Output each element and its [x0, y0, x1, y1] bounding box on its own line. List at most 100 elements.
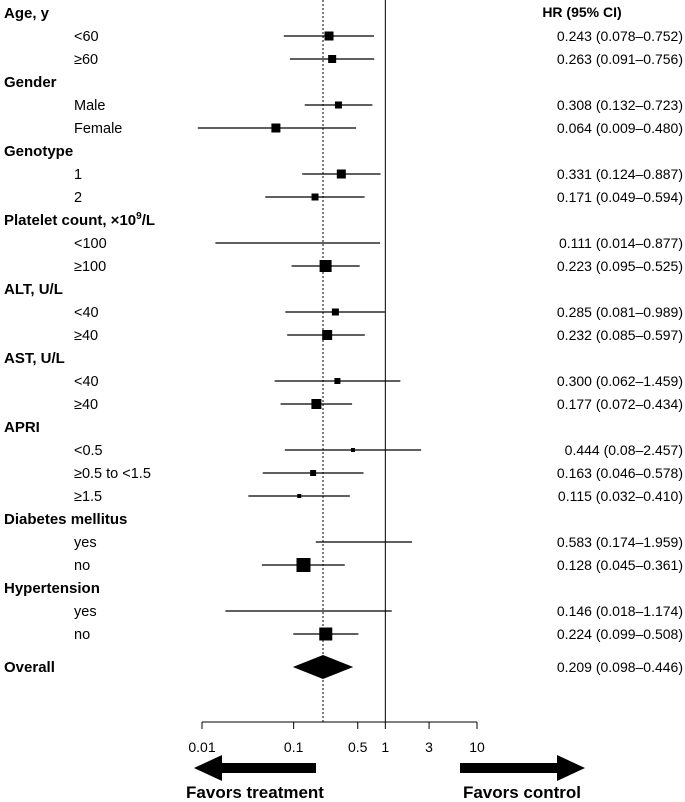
favors-treatment-label: Favors treatment: [186, 783, 324, 802]
hr-marker: [336, 169, 346, 179]
subgroup-label: yes: [74, 604, 97, 620]
group-label-superscript: 9: [136, 211, 142, 222]
hr-marker: [351, 448, 356, 452]
subgroup-label: <0.5: [74, 443, 103, 459]
hr-ci-value: 0.300 (0.062–1.459): [557, 373, 683, 389]
hr-ci-value: 0.224 (0.099–0.508): [557, 626, 683, 642]
hr-ci-value: 0.308 (0.132–0.723): [557, 97, 683, 113]
hr-marker: [296, 558, 311, 572]
hr-marker: [334, 378, 341, 384]
subgroup-row: ≥40 0.177 (0.072–0.434): [74, 396, 683, 413]
hr-ci-value: 0.177 (0.072–0.434): [557, 396, 683, 412]
left-arrow-shaft: [221, 763, 316, 773]
group-label: Platelet count, ×109/L: [4, 211, 155, 229]
hr-ci-value: 0.171 (0.049–0.594): [557, 189, 683, 205]
hr-marker: [328, 55, 337, 63]
hr-ci-value: 0.285 (0.081–0.989): [557, 304, 683, 320]
hr-ci-value: 0.583 (0.174–1.959): [557, 534, 683, 550]
subgroup-label: ≥1.5: [74, 489, 102, 505]
group-header-row: Hypertension: [4, 580, 100, 597]
group-label: Age, y: [4, 5, 50, 22]
subgroup-row: ≥60 0.263 (0.091–0.756): [74, 51, 683, 68]
group-header-row: AST, U/L: [4, 350, 65, 367]
subgroup-row: <60 0.243 (0.078–0.752): [74, 28, 683, 45]
subgroup-label: ≥40: [74, 397, 98, 413]
subgroup-label: ≥100: [74, 259, 106, 275]
tick-label: 1: [381, 739, 389, 755]
subgroup-row: 1 0.331 (0.124–0.887): [74, 166, 683, 183]
subgroup-row: ≥1.5 0.115 (0.032–0.410): [74, 488, 683, 505]
group-header-row: APRI: [4, 419, 40, 436]
tick-label: 0.01: [188, 739, 215, 755]
subgroup-label: Male: [74, 98, 105, 114]
hr-ci-value: 0.331 (0.124–0.887): [557, 166, 683, 182]
hr-ci-value: 0.232 (0.085–0.597): [557, 327, 683, 343]
hr-ci-value: 0.064 (0.009–0.480): [557, 120, 683, 136]
hr-ci-value: 0.111 (0.014–0.877): [559, 235, 683, 251]
hr-marker: [310, 470, 317, 476]
group-label: Hypertension: [4, 580, 100, 597]
subgroup-label: <60: [74, 29, 99, 45]
hr-marker: [331, 308, 339, 316]
group-label-suffix: /L: [142, 212, 155, 229]
subgroup-row: <0.5 0.444 (0.08–2.457): [74, 442, 683, 459]
subgroup-row: Male 0.308 (0.132–0.723): [74, 97, 683, 114]
subgroup-row: 2 0.171 (0.049–0.594): [74, 189, 683, 206]
subgroup-row: no 0.224 (0.099–0.508): [74, 626, 683, 643]
hr-ci-value: 0.243 (0.078–0.752): [557, 28, 683, 44]
hr-marker: [319, 260, 332, 272]
hr-marker: [322, 330, 333, 340]
subgroup-label: ≥60: [74, 52, 98, 68]
subgroup-label: <40: [74, 305, 99, 321]
subgroup-row: ≥0.5 to <1.5 0.163 (0.046–0.578): [74, 465, 683, 482]
hr-ci-value: 0.209 (0.098–0.446): [557, 659, 683, 675]
subgroup-label: no: [74, 558, 90, 574]
hr-ci-value: 0.163 (0.046–0.578): [557, 465, 683, 481]
subgroup-row: no 0.128 (0.045–0.361): [74, 557, 683, 574]
hr-column-header: HR (95% CI): [542, 4, 621, 20]
subgroup-label: 1: [74, 167, 82, 183]
subgroup-row: <40 0.300 (0.062–1.459): [74, 373, 683, 390]
hr-marker: [271, 123, 281, 133]
overall-diamond: [292, 655, 354, 679]
group-label: Diabetes mellitus: [4, 511, 127, 528]
hr-ci-value: 0.263 (0.091–0.756): [557, 51, 683, 67]
group-label: AST, U/L: [4, 350, 65, 367]
hr-marker: [297, 494, 302, 498]
hr-ci-value: 0.223 (0.095–0.525): [557, 258, 683, 274]
subgroup-label: ≥40: [74, 328, 98, 344]
hr-marker: [311, 193, 319, 201]
subgroup-row: yes 0.146 (0.018–1.174): [74, 603, 683, 620]
subgroup-label: yes: [74, 535, 97, 551]
tick-label: 3: [425, 739, 433, 755]
overall-row: Overall 0.209 (0.098–0.446): [4, 655, 683, 679]
group-label: APRI: [4, 419, 40, 436]
subgroup-row: ≥100 0.223 (0.095–0.525): [74, 258, 683, 275]
tick-label: 0.5: [348, 739, 368, 755]
hr-ci-value: 0.128 (0.045–0.361): [557, 557, 683, 573]
hr-marker: [334, 101, 342, 109]
hr-ci-value: 0.115 (0.032–0.410): [558, 488, 683, 504]
right-arrow-shaft: [460, 763, 558, 773]
overall-label: Overall: [4, 659, 55, 676]
group-header-row: Age, y: [4, 5, 50, 22]
right-arrow-head: [557, 755, 585, 781]
group-header-row: Gender: [4, 74, 57, 91]
favors-control-label: Favors control: [463, 783, 581, 802]
group-label: Gender: [4, 74, 57, 91]
group-header-row: ALT, U/L: [4, 281, 63, 298]
group-header-row: Genotype: [4, 143, 73, 160]
subgroup-label: no: [74, 627, 90, 643]
subgroup-label: <40: [74, 374, 99, 390]
hr-ci-value: 0.146 (0.018–1.174): [557, 603, 683, 619]
subgroup-row: Female 0.064 (0.009–0.480): [74, 120, 683, 137]
subgroup-row: <40 0.285 (0.081–0.989): [74, 304, 683, 321]
subgroup-label: <100: [74, 236, 107, 252]
hr-ci-value: 0.444 (0.08–2.457): [565, 442, 683, 458]
left-arrow-head: [194, 755, 222, 781]
favors-treatment-arrow: Favors treatment: [186, 755, 324, 802]
tick-label: 0.1: [284, 739, 304, 755]
forest-rows: Age, y <60 0.243 (0.078–0.752) ≥60 0.263 (0.…: [4, 5, 683, 679]
hr-marker: [319, 627, 333, 641]
